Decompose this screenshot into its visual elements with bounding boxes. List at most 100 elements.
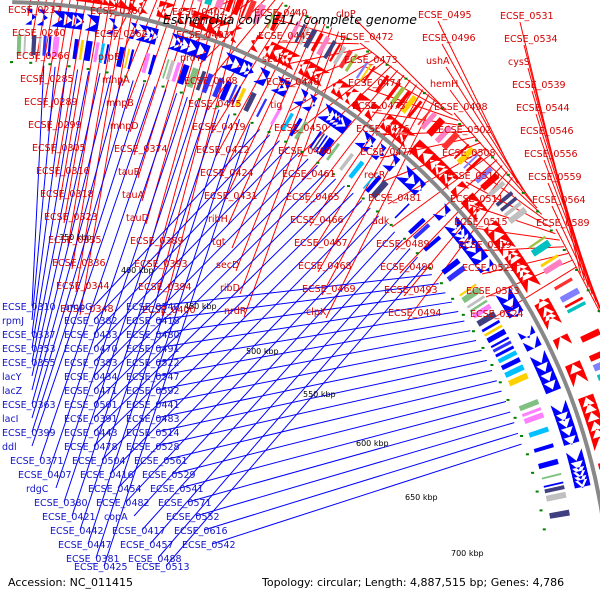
guide-dot [535,490,539,493]
minus-cds-mark [448,221,466,238]
leader-line [125,223,388,503]
feature-label: ECSE_0515 [454,217,508,228]
guide-dot [428,266,432,269]
minus-feature-mark [518,399,540,412]
plus-feature-mark [559,287,581,303]
plus-feature-mark [580,328,600,343]
minus-cds-mark [462,239,483,259]
minus-feature-mark [543,481,564,488]
feature-label: ECSE_0299 [28,120,82,131]
guide-dot [250,121,254,124]
plus-feature-mark [596,374,600,381]
guide-dot [490,363,494,366]
minus-cds-mark [370,142,387,161]
guide-dot [389,223,393,226]
minus-feature-mark [544,485,565,494]
leader-line [163,380,497,461]
plus-cds-mark [591,436,600,452]
leader-line [355,19,442,106]
minus-feature-mark [23,34,27,55]
leader-line [359,42,447,111]
leader-line [301,70,399,181]
guide-dot [300,150,304,153]
minus-cds-mark [177,36,191,55]
minus-cds-mark [145,26,159,45]
minus-cds-mark [227,55,246,75]
minus-cds-mark [553,408,572,423]
feature-label: ECSE_0522 [126,358,180,369]
plus-feature-mark [355,60,369,79]
minus-feature-mark [533,443,554,453]
feature-label: ECSE_0571 [158,498,212,509]
minus-cds-mark [301,93,318,112]
feature-label: ECSE_0289 [24,97,78,108]
leader-line [31,86,156,447]
minus-feature-mark [446,265,466,282]
minus-feature-mark [461,286,482,304]
feature-label: ECSE_0374 [114,144,168,155]
leader-line [31,71,90,363]
leader-line [113,0,136,41]
feature-label: ECSE_0589 [536,218,590,229]
plus-cds-mark [552,333,573,351]
tick-label: 550 kbp [303,390,336,399]
guide-dot [439,282,443,285]
feature-label: ECSE_0424 [200,168,254,179]
feature-label: ECSE_0433 [64,330,118,341]
plus-feature-mark [480,172,500,191]
feature-label: tauB [118,167,140,178]
feature-label: ECSE_0478 [64,442,118,453]
guide-dot [305,15,309,18]
plus-feature-mark [359,63,373,82]
guide-dot [474,139,478,142]
plus-cds-mark [364,102,383,122]
feature-label: ECSE_0421 [42,512,96,523]
leader-line [155,274,432,307]
minus-feature-mark [195,70,207,91]
feature-label: ECSE_0415 [188,99,242,110]
feature-label: ECSE_0475 [352,101,406,112]
plus-feature-mark [507,206,528,225]
leader-line [71,105,209,517]
leader-line [155,292,446,335]
plus-cds-mark [264,41,278,59]
plus-cds-mark [438,167,458,188]
plus-cds-mark [118,0,131,10]
minus-feature-mark [315,135,328,153]
leader-line [195,422,515,517]
feature-label: ECSE_0383 [64,358,118,369]
feature-label: ECSE_0380 [34,498,88,509]
plus-cds-mark [483,220,502,238]
feature-label: ECSE_0323 [44,212,98,223]
feature-label: ECSE_0407 [18,470,72,481]
feature-label: ECSE_0556 [524,149,578,160]
feature-label: ECSE_0523 [466,286,520,297]
plus-cds-mark [268,43,287,63]
minus-feature-mark [127,49,135,70]
minus-feature-mark [212,77,225,98]
guide-dot [375,210,379,213]
minus-feature-mark [83,40,93,62]
tick-label: 500 kbp [246,347,279,356]
guide-dot [267,130,271,133]
minus-feature-mark [255,98,268,118]
feature-label: ECSE_0316 [36,166,90,177]
minus-cds-mark [517,325,536,340]
plus-cds-mark [536,302,557,321]
minus-cds-mark [500,294,521,314]
plus-feature-mark [592,362,600,372]
guide-dot [536,210,540,213]
minus-cds-mark [401,170,422,191]
leader-line [445,66,528,196]
plus-feature-mark [316,35,331,56]
feature-label: ECSE_0260 [12,28,66,39]
minus-cds-mark [505,303,524,319]
leader-line [219,12,305,180]
plus-cds-mark [506,252,524,268]
minus-cds-mark [529,350,550,368]
feature-label: ECSE_0488 [128,554,182,565]
feature-label: ECSE_0393 [134,259,188,270]
minus-cds-mark [329,111,344,129]
feature-label: ECSE_0305 [32,143,86,154]
